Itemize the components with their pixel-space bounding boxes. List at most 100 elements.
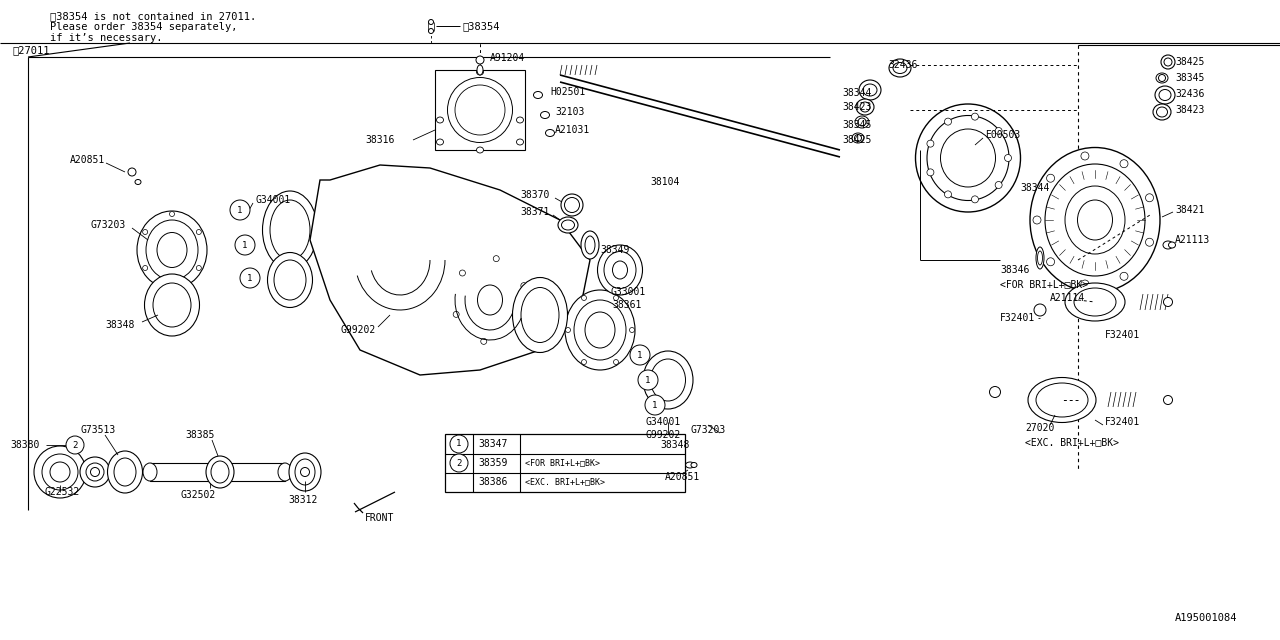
Ellipse shape [301, 467, 310, 477]
Ellipse shape [1155, 86, 1175, 104]
Text: 38104: 38104 [650, 177, 680, 187]
Ellipse shape [945, 191, 951, 198]
Text: 38312: 38312 [288, 495, 317, 505]
Ellipse shape [35, 446, 86, 498]
Text: 27020: 27020 [1025, 423, 1055, 433]
Ellipse shape [859, 80, 881, 100]
Ellipse shape [289, 453, 321, 491]
Text: G22532: G22532 [44, 487, 79, 497]
Ellipse shape [1164, 241, 1172, 249]
Ellipse shape [521, 283, 527, 289]
Text: 38361: 38361 [612, 300, 641, 310]
Ellipse shape [927, 115, 1009, 200]
Text: A21031: A21031 [556, 125, 590, 135]
Ellipse shape [142, 230, 147, 234]
Ellipse shape [534, 92, 543, 99]
Ellipse shape [1158, 74, 1166, 81]
Ellipse shape [453, 312, 460, 317]
Text: G73513: G73513 [81, 425, 115, 435]
Ellipse shape [1047, 258, 1055, 266]
Ellipse shape [581, 296, 586, 300]
Text: 1: 1 [237, 205, 243, 214]
Ellipse shape [436, 117, 443, 123]
Ellipse shape [108, 451, 142, 493]
Text: 1: 1 [637, 351, 643, 360]
Ellipse shape [1036, 383, 1088, 417]
Text: 38423: 38423 [842, 102, 872, 112]
Ellipse shape [1074, 288, 1116, 316]
Ellipse shape [858, 118, 867, 126]
Ellipse shape [564, 198, 580, 212]
Ellipse shape [630, 328, 635, 333]
Text: 38316: 38316 [365, 135, 394, 145]
Ellipse shape [262, 191, 317, 269]
Ellipse shape [476, 56, 484, 64]
Bar [435, 70, 525, 150]
Ellipse shape [515, 324, 521, 330]
Circle shape [67, 436, 84, 454]
Ellipse shape [134, 179, 141, 184]
Ellipse shape [517, 117, 524, 123]
Text: G73203: G73203 [90, 220, 125, 230]
Text: A21114: A21114 [1050, 293, 1085, 303]
Ellipse shape [1120, 272, 1128, 280]
Ellipse shape [429, 19, 434, 24]
Text: G99202: G99202 [645, 430, 680, 440]
Ellipse shape [856, 99, 874, 115]
Ellipse shape [995, 127, 1002, 134]
Text: E00503: E00503 [986, 130, 1020, 140]
Ellipse shape [941, 129, 996, 187]
Text: F32401: F32401 [1105, 417, 1140, 427]
Ellipse shape [294, 459, 315, 485]
Ellipse shape [581, 231, 599, 259]
Text: G33001: G33001 [611, 287, 645, 297]
Ellipse shape [613, 360, 618, 365]
Ellipse shape [562, 220, 575, 230]
Ellipse shape [270, 200, 310, 260]
Ellipse shape [114, 458, 136, 486]
Ellipse shape [1030, 147, 1160, 292]
Ellipse shape [650, 359, 686, 401]
Text: 1: 1 [645, 376, 650, 385]
Ellipse shape [561, 194, 582, 216]
Ellipse shape [604, 252, 636, 289]
Text: G32502: G32502 [180, 490, 215, 500]
Text: <EXC. BRI+L+□BK>: <EXC. BRI+L+□BK> [1025, 437, 1119, 447]
Ellipse shape [1065, 283, 1125, 321]
Text: 38348: 38348 [105, 320, 134, 330]
Ellipse shape [42, 454, 78, 490]
Ellipse shape [169, 211, 174, 216]
Ellipse shape [206, 456, 234, 488]
Text: <FOR BRI+L+□BK>: <FOR BRI+L+□BK> [1000, 279, 1088, 289]
Ellipse shape [476, 147, 484, 153]
Text: 38425: 38425 [1175, 57, 1204, 67]
Ellipse shape [893, 63, 908, 74]
Ellipse shape [169, 284, 174, 289]
Ellipse shape [863, 84, 877, 96]
Text: 32103: 32103 [556, 107, 585, 117]
Text: <FOR BRI+L+□BK>: <FOR BRI+L+□BK> [525, 458, 600, 467]
Text: A20851: A20851 [70, 155, 105, 165]
Ellipse shape [50, 462, 70, 482]
Ellipse shape [558, 217, 579, 233]
Ellipse shape [540, 111, 549, 118]
Text: A20851: A20851 [666, 472, 700, 482]
Ellipse shape [1065, 186, 1125, 254]
Ellipse shape [1157, 107, 1167, 117]
Ellipse shape [86, 463, 104, 481]
Circle shape [451, 454, 468, 472]
Circle shape [241, 268, 260, 288]
Ellipse shape [915, 104, 1020, 212]
Circle shape [230, 200, 250, 220]
Text: 38421: 38421 [1175, 205, 1204, 215]
Ellipse shape [142, 266, 147, 271]
Ellipse shape [91, 467, 100, 477]
Text: 38423: 38423 [1175, 105, 1204, 115]
Ellipse shape [1005, 154, 1011, 161]
Ellipse shape [573, 300, 626, 360]
Text: 38347: 38347 [477, 439, 507, 449]
Text: 38371: 38371 [520, 207, 549, 217]
Ellipse shape [643, 351, 692, 409]
Ellipse shape [581, 360, 586, 365]
Text: A195001084: A195001084 [1175, 613, 1238, 623]
